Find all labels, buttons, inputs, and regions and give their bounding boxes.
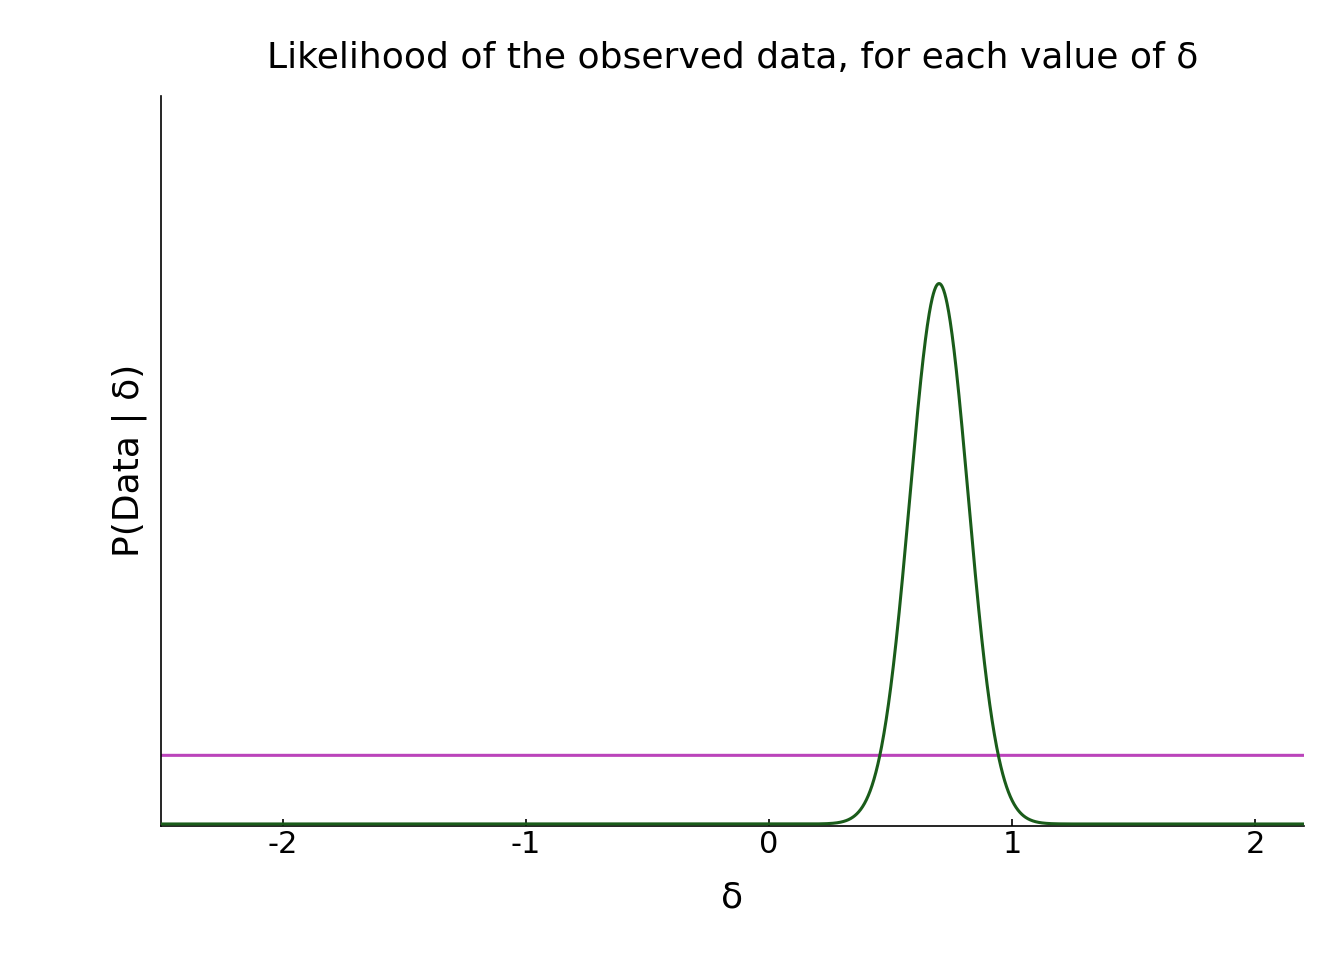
Title: Likelihood of the observed data, for each value of δ: Likelihood of the observed data, for eac… [267, 41, 1198, 75]
X-axis label: δ: δ [722, 880, 743, 914]
Y-axis label: P(Data | δ): P(Data | δ) [112, 364, 148, 558]
